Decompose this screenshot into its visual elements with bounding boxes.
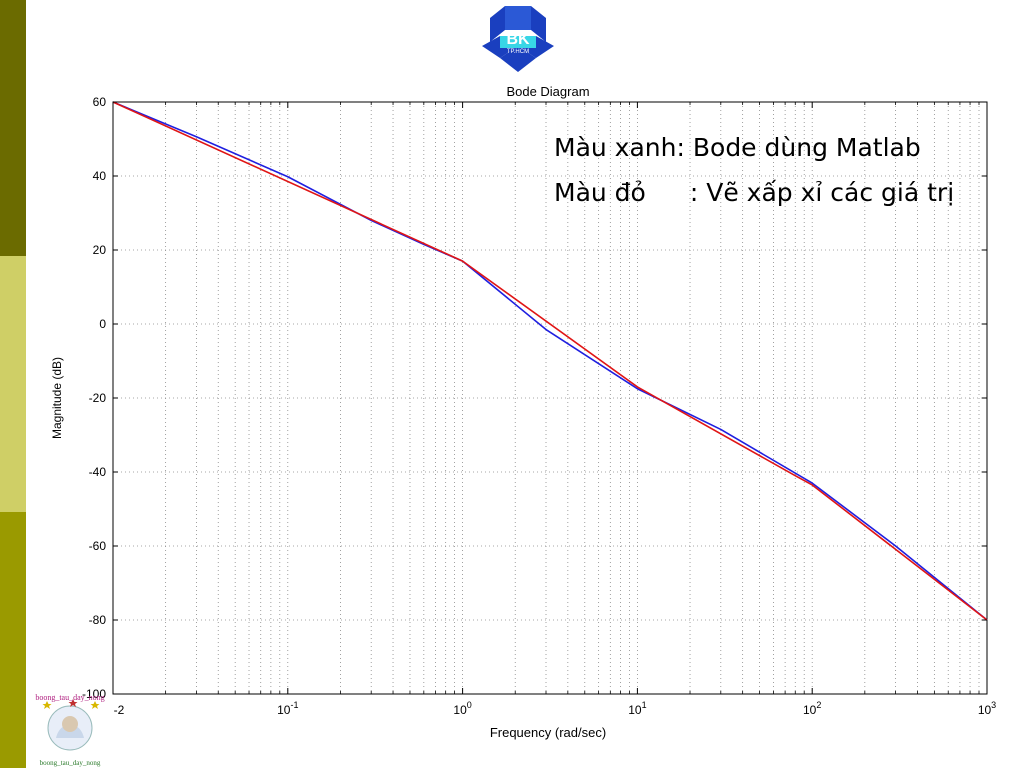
logo-subtext: TP.HCM — [507, 49, 529, 55]
stamp-text-top: boong_tau_day_nong — [35, 693, 104, 702]
x-tick-label: 102 — [803, 700, 821, 717]
tick-labels: 60 40 20 0 -20 -40 -60 -80 -100 -2 10-1 100 101 102 10… — [82, 95, 996, 717]
side-band-middle — [0, 256, 26, 512]
y-tick-label: 20 — [93, 243, 107, 257]
legend-blue: Màu xanh: Bode dùng Matlab — [554, 133, 921, 162]
logo-text: BK — [506, 31, 530, 48]
series-line-blue — [112, 101, 988, 621]
watermark-stamp: boong_tau_day_nong boong_tau_day_nong — [35, 693, 104, 767]
series-layer — [112, 101, 988, 621]
x-tick-label: 100 — [453, 700, 471, 717]
legend-blue-name: Màu xanh — [554, 133, 677, 162]
y-tick-label: -80 — [89, 613, 107, 627]
side-band-bottom — [0, 512, 26, 768]
x-tick-label: 103 — [978, 700, 996, 717]
side-band-top — [0, 0, 26, 256]
y-axis-label: Magnitude (dB) — [50, 357, 64, 439]
series-line-red — [112, 101, 988, 621]
university-logo: BK TP.HCM — [482, 6, 554, 72]
y-tick-label: 60 — [93, 95, 107, 109]
legend-red-desc: : Vẽ xấp xỉ các giá trị — [689, 178, 955, 207]
x-tick-label: 101 — [628, 700, 646, 717]
y-tick-label: -60 — [89, 539, 107, 553]
y-tick-label: 0 — [99, 317, 106, 331]
legend-blue-desc: : Bode dùng Matlab — [676, 133, 921, 162]
x-tick-label: 10-1 — [277, 700, 298, 717]
legend-red-name: Màu đỏ — [554, 178, 646, 207]
x-tick-label: -2 — [114, 703, 125, 717]
grid-lines — [113, 102, 987, 694]
y-tick-label: -100 — [82, 687, 106, 701]
y-tick-label: -20 — [89, 391, 107, 405]
y-tick-label: -40 — [89, 465, 107, 479]
stamp-text-bottom: boong_tau_day_nong — [40, 759, 101, 767]
legend-red: Màu đỏ : Vẽ xấp xỉ các giá trị — [554, 178, 954, 207]
chart-title: Bode Diagram — [506, 84, 589, 99]
x-axis-label: Frequency (rad/sec) — [490, 725, 606, 740]
y-tick-label: 40 — [93, 169, 107, 183]
